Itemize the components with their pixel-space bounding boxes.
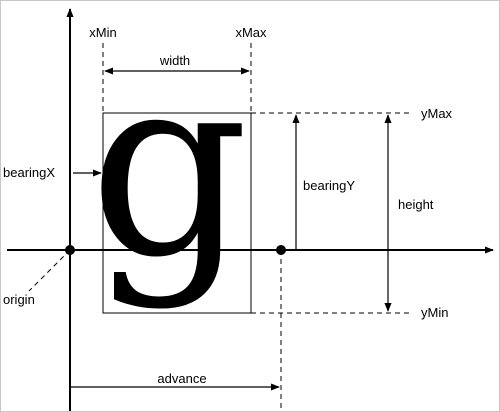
glyph-bounding-box [102,112,252,314]
origin-point [65,245,75,255]
bearing-y-label: bearingY [303,178,355,193]
ymin-label: yMin [421,305,448,320]
advance-label: advance [157,371,206,386]
origin-label: origin [3,292,35,307]
origin-guide [28,249,71,292]
advance-point [276,245,286,255]
height-label: height [398,197,434,212]
width-label: width [159,53,190,68]
xmax-label: xMax [235,25,267,40]
bearing-x-label: bearingX [3,165,55,180]
xmin-label: xMin [89,25,116,40]
ymax-label: yMax [421,106,453,121]
